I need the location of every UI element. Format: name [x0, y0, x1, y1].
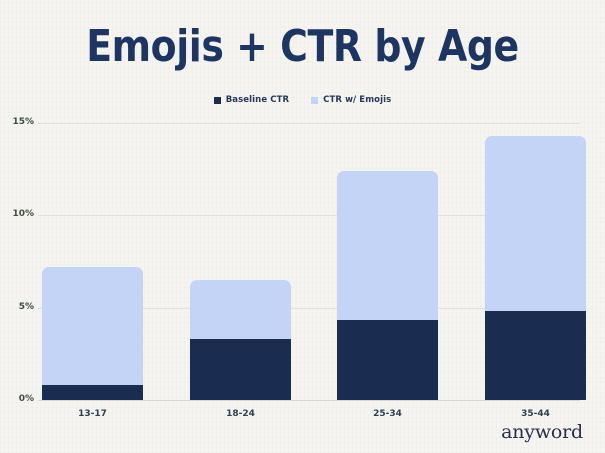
x-axis-tick-18-24: 18-24: [226, 409, 255, 419]
y-axis-tick-5: 5%: [18, 302, 34, 312]
bar-35-44[interactable]: [485, 136, 586, 400]
bar-25-34[interactable]: [337, 171, 438, 400]
x-axis-tick-35-44: 35-44: [521, 409, 550, 419]
axis-baseline: [38, 400, 580, 401]
x-axis-tick-25-34: 25-34: [373, 409, 402, 419]
legend-item-ctr-with-emojis[interactable]: CTR w/ Emojis: [311, 95, 391, 105]
bar-18-24[interactable]: [190, 280, 291, 400]
legend-swatch-baseline-ctr: [213, 96, 221, 104]
y-axis-tick-15: 15%: [12, 117, 34, 127]
y-axis-tick-0: 0%: [18, 394, 34, 404]
bar-segment-baseline-35-44: [485, 311, 586, 400]
gridline-15: [38, 123, 580, 124]
gridline-10: [38, 215, 580, 216]
legend-label-baseline-ctr: Baseline CTR: [225, 95, 290, 105]
gridline-5: [38, 308, 580, 309]
chart-legend: Baseline CTR CTR w/ Emojis: [0, 95, 605, 105]
page-title: Emojis + CTR by Age: [86, 21, 519, 72]
legend-swatch-ctr-with-emojis: [311, 96, 319, 104]
y-axis-tick-10: 10%: [12, 209, 34, 219]
bar-segment-baseline-13-17: [42, 385, 143, 400]
legend-item-baseline-ctr[interactable]: Baseline CTR: [213, 95, 290, 105]
brand-logo: anyword: [501, 421, 583, 443]
bar-13-17[interactable]: [42, 267, 143, 400]
bar-segment-baseline-18-24: [190, 339, 291, 400]
legend-label-ctr-with-emojis: CTR w/ Emojis: [323, 95, 392, 105]
x-axis-tick-13-17: 13-17: [78, 409, 107, 419]
bar-segment-baseline-25-34: [337, 320, 438, 400]
